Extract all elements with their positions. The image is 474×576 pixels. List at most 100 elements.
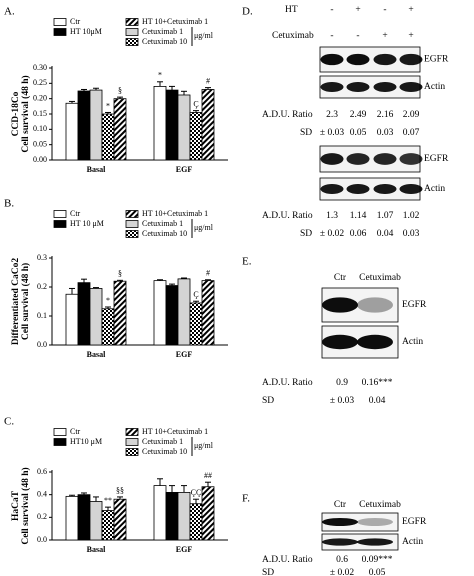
legend-label: HT 10 μM — [70, 219, 104, 228]
legend-label: HT 10μM — [70, 27, 102, 36]
treatment-sign: - — [383, 5, 386, 15]
band-label: Actin — [424, 184, 445, 194]
sd-label: SD — [300, 229, 312, 239]
treatment-sign: + — [355, 5, 360, 15]
blot-band — [357, 517, 393, 527]
treatment-sign: - — [356, 31, 359, 41]
band-label: EGFR — [424, 55, 449, 65]
blot-band — [373, 82, 397, 92]
treatment-sign: + — [408, 31, 413, 41]
legend-label: HT 10+Cetuximab 1 — [142, 209, 208, 218]
legend-label: Cetuximab 1 — [142, 27, 183, 36]
bar — [153, 485, 167, 541]
blot-band — [373, 184, 397, 194]
y-axis-label: CCD-18Co — [11, 91, 21, 136]
band-label: Actin — [424, 82, 445, 92]
y-tick-label: 0.0 — [37, 340, 47, 349]
legend-swatch — [125, 438, 139, 446]
bar — [189, 112, 203, 161]
bar — [165, 89, 179, 161]
sd-value: ± 0.02 — [330, 568, 354, 576]
significance-marker: * — [158, 71, 162, 80]
bar — [89, 89, 103, 161]
legend-swatch — [125, 230, 139, 238]
y-axis-label: Cell survival (48 h) — [20, 75, 31, 152]
bar — [65, 495, 79, 541]
legend-swatch — [53, 428, 67, 436]
significance-marker: * — [106, 296, 110, 305]
sd-label: SD — [300, 128, 312, 138]
significance-marker: * — [106, 101, 110, 110]
ratio-value: 0.09*** — [362, 555, 393, 565]
lane-label: Ctr — [334, 500, 347, 510]
bar — [89, 501, 103, 541]
blot-band — [346, 184, 370, 194]
ratio-value: 2.16 — [377, 110, 394, 120]
legend-unit: μg/ml — [194, 223, 214, 232]
blot-band — [320, 53, 344, 66]
sd-value: 0.05 — [369, 568, 386, 576]
bar — [101, 510, 115, 541]
significance-marker: ## — [204, 471, 212, 480]
blot-band — [357, 334, 393, 350]
ratio-value: 0.9 — [336, 378, 348, 388]
bar — [101, 113, 115, 161]
x-tick-label: EGF — [176, 350, 193, 359]
sd-label: SD — [262, 568, 274, 576]
legend-label: Cetuximab 10 — [142, 37, 187, 46]
sd-value: ± 0.03 — [320, 128, 344, 138]
y-tick-label: 0.1 — [37, 311, 47, 320]
blot-band — [320, 82, 344, 92]
legend-swatch — [125, 220, 139, 228]
significance-marker: # — [206, 76, 210, 85]
bar — [165, 285, 179, 346]
legend-swatch — [125, 428, 139, 436]
blot-band — [320, 184, 344, 194]
bar — [177, 94, 191, 161]
y-tick-label: 0.00 — [33, 155, 47, 164]
y-axis-label: Cell survival (48 h) — [20, 263, 31, 340]
ratio-value: 1.07 — [377, 211, 394, 221]
legend-swatch — [125, 210, 139, 218]
ratio-value: 2.3 — [326, 110, 338, 120]
blot-band — [357, 297, 393, 313]
ratio-value: 1.14 — [350, 211, 367, 221]
sd-value: ± 0.03 — [330, 396, 354, 406]
y-axis-label: HaCaT — [11, 490, 21, 521]
significance-marker: Ç — [193, 290, 198, 299]
bar — [77, 282, 91, 346]
x-tick-label: Basal — [87, 165, 106, 174]
significance-marker: ÇÇ — [191, 488, 202, 497]
blot-band — [346, 153, 370, 165]
panel-label: D. — [242, 6, 253, 18]
bar — [153, 86, 167, 161]
bar — [201, 280, 215, 346]
sd-value: ± 0.02 — [320, 229, 344, 239]
panel-label: B. — [4, 198, 14, 210]
legend-swatch — [125, 38, 139, 46]
y-tick-label: 0.25 — [33, 78, 47, 87]
blot-band — [322, 538, 358, 546]
band-label: EGFR — [424, 154, 449, 164]
x-tick-label: EGF — [176, 545, 193, 554]
y-axis-label: Differentiated CaCo2 — [11, 258, 21, 345]
bar — [65, 102, 79, 161]
bar — [201, 486, 215, 541]
bar — [113, 498, 127, 541]
y-axis-label: Cell survival (48 h) — [20, 467, 31, 544]
y-tick-label: 0.2 — [37, 282, 47, 291]
legend-swatch — [53, 210, 67, 218]
treatment-label: Cetuximab — [272, 31, 314, 41]
panel-label: E. — [242, 256, 252, 268]
blot-band — [322, 517, 358, 527]
x-tick-label: EGF — [176, 165, 193, 174]
y-tick-label: 0.20 — [33, 93, 47, 102]
band-label: EGFR — [402, 517, 427, 527]
bar — [113, 98, 127, 161]
sd-value: 0.03 — [403, 229, 420, 239]
treatment-sign: - — [330, 31, 333, 41]
y-tick-label: 0.15 — [33, 109, 47, 118]
ratio-value: 0.6 — [336, 555, 348, 565]
